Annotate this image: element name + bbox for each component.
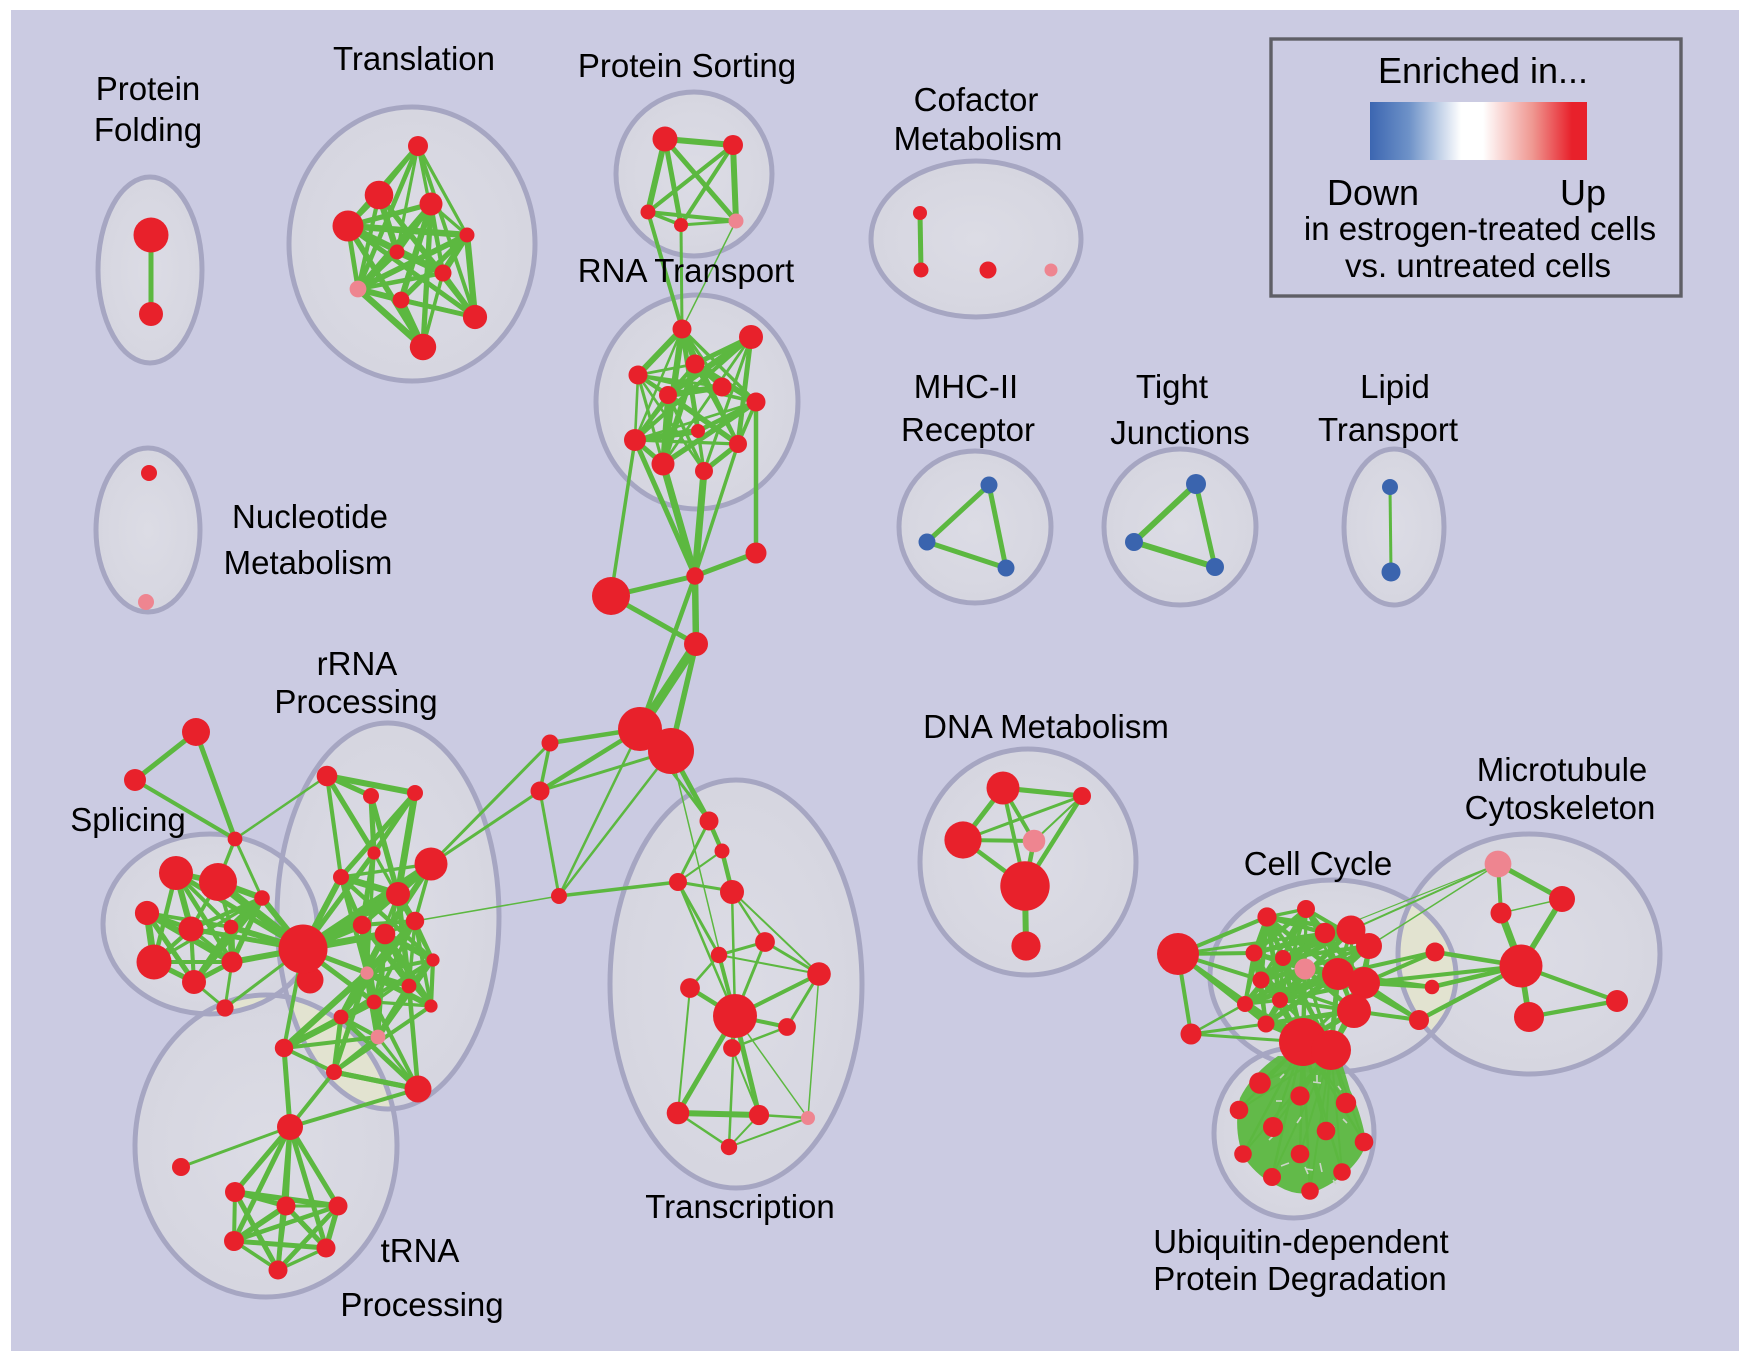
svg-text:in estrogen-treated cells: in estrogen-treated cells (1304, 210, 1656, 247)
svg-text:vs. untreated cells: vs. untreated cells (1345, 247, 1611, 284)
svg-text:Processing: Processing (274, 683, 437, 720)
svg-text:Protein: Protein (96, 70, 201, 107)
svg-text:Transcription: Transcription (645, 1188, 835, 1225)
svg-text:Processing: Processing (340, 1286, 503, 1323)
svg-text:RNA Transport: RNA Transport (578, 252, 794, 289)
svg-text:Enriched in...: Enriched in... (1378, 50, 1588, 91)
svg-text:DNA Metabolism: DNA Metabolism (923, 708, 1169, 745)
svg-text:Cytoskeleton: Cytoskeleton (1465, 789, 1656, 826)
svg-text:Down: Down (1327, 172, 1419, 213)
svg-text:MHC-II: MHC-II (914, 368, 1018, 405)
svg-text:Protein Sorting: Protein Sorting (578, 47, 796, 84)
svg-text:tRNA: tRNA (381, 1232, 460, 1269)
svg-text:Tight: Tight (1136, 368, 1208, 405)
svg-text:Lipid: Lipid (1360, 368, 1430, 405)
svg-text:Transport: Transport (1318, 411, 1458, 448)
svg-text:Translation: Translation (333, 40, 495, 77)
svg-text:Folding: Folding (94, 111, 202, 148)
svg-text:rRNA: rRNA (317, 645, 398, 682)
svg-text:Ubiquitin-dependent: Ubiquitin-dependent (1153, 1223, 1448, 1260)
svg-text:Cell Cycle: Cell Cycle (1244, 845, 1393, 882)
svg-text:Up: Up (1560, 172, 1606, 213)
svg-text:Receptor: Receptor (901, 411, 1035, 448)
svg-text:Microtubule: Microtubule (1477, 751, 1648, 788)
svg-text:Metabolism: Metabolism (894, 120, 1063, 157)
svg-text:Protein Degradation: Protein Degradation (1153, 1260, 1447, 1297)
svg-text:Splicing: Splicing (70, 801, 186, 838)
svg-text:Junctions: Junctions (1110, 414, 1249, 451)
svg-text:Metabolism: Metabolism (224, 544, 393, 581)
svg-text:Nucleotide: Nucleotide (232, 498, 388, 535)
svg-text:Cofactor: Cofactor (914, 81, 1039, 118)
